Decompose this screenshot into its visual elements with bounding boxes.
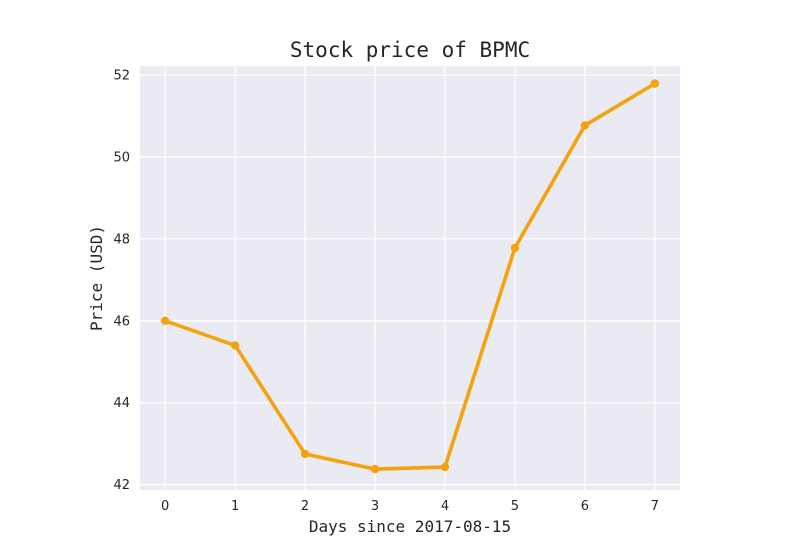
y-tick-label: 48 <box>113 232 130 247</box>
x-tick-labels: 0 1 2 3 4 5 6 7 <box>161 499 659 514</box>
series-group <box>160 79 660 474</box>
data-point <box>510 243 520 253</box>
data-point <box>160 316 170 326</box>
x-tick-label: 0 <box>161 499 169 514</box>
data-point <box>580 121 590 130</box>
y-tick-label: 42 <box>113 478 130 493</box>
x-tick-label: 1 <box>231 499 239 514</box>
data-point <box>650 79 660 88</box>
y-axis-label: Price (USD) <box>87 225 106 331</box>
data-point <box>230 341 240 350</box>
x-tick-label: 3 <box>371 499 379 514</box>
data-point <box>300 449 310 459</box>
x-tick-label: 2 <box>301 499 309 514</box>
chart-title: Stock price of BPMC <box>290 38 530 62</box>
y-tick-label: 46 <box>113 314 130 329</box>
x-tick-label: 5 <box>511 499 519 514</box>
y-tick-label: 52 <box>113 69 130 84</box>
y-tick-label: 50 <box>113 150 130 165</box>
x-tick-label: 6 <box>581 499 589 514</box>
data-point <box>440 462 450 472</box>
x-axis-label: Days since 2017-08-15 <box>309 517 511 536</box>
x-tick-label: 4 <box>441 499 449 514</box>
series-line <box>163 81 657 471</box>
grid-lines <box>140 66 680 490</box>
y-tick-labels: 42 44 46 48 50 52 <box>113 69 130 494</box>
plot-area <box>140 66 680 490</box>
x-tick-label: 7 <box>651 499 659 514</box>
y-tick-label: 44 <box>113 396 130 411</box>
data-point <box>370 464 380 474</box>
